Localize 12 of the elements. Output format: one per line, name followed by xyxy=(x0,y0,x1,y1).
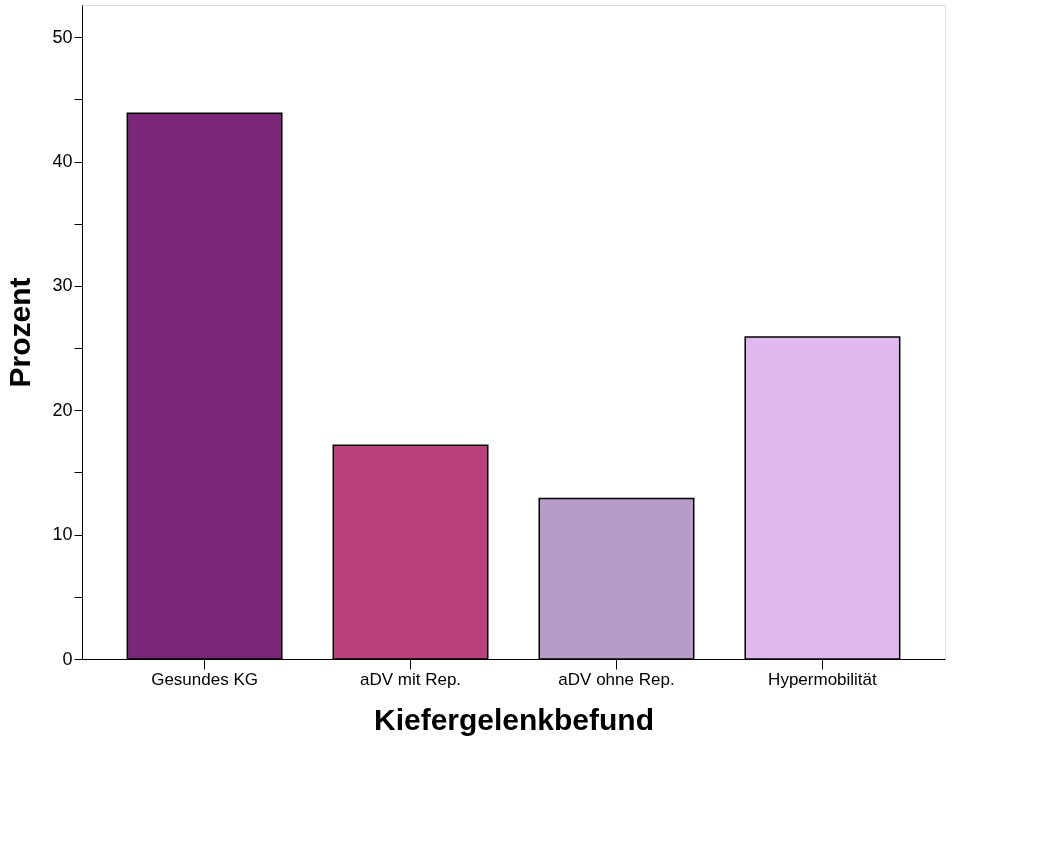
x-tick-label: Gesundes KG xyxy=(151,669,258,689)
x-tick-label: aDV mit Rep. xyxy=(359,669,462,689)
y-tick-label: 30 xyxy=(52,275,73,296)
y-tick-label: 40 xyxy=(52,151,73,172)
x-tick-label: Hypermobilität xyxy=(768,669,878,689)
y-tick-label: 20 xyxy=(52,399,73,420)
y-tick-label: 0 xyxy=(62,648,73,669)
y-axis-title: Prozent xyxy=(3,277,37,388)
x-tick-label: aDV ohne Rep. xyxy=(558,669,675,689)
y-tick-label: 10 xyxy=(52,524,73,545)
x-axis-title: Kiefergelenkbefund xyxy=(373,702,655,736)
y-tick-label: 50 xyxy=(52,26,73,47)
